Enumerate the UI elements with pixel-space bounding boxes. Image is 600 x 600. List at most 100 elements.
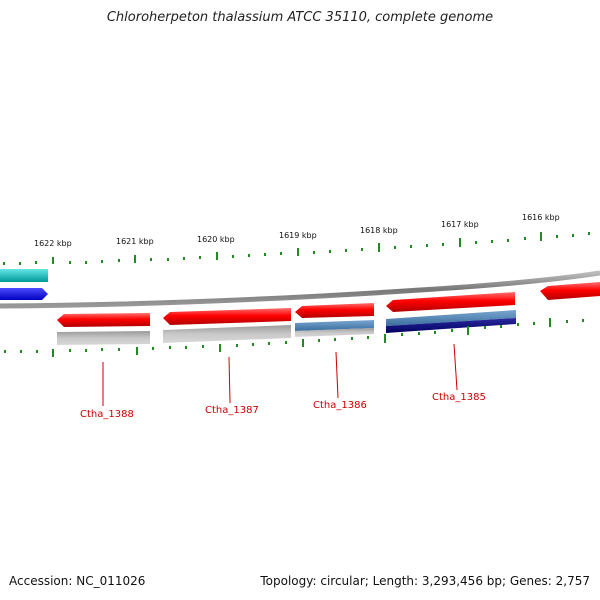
minor-tick [268,342,270,345]
minor-tick [533,322,535,325]
gene-label-ctha-1385[interactable]: Ctha_1385 [432,392,486,403]
major-tick [52,349,54,357]
scale-label-1620: 1620 kbp [197,235,235,244]
scale-label-1616: 1616 kbp [522,213,560,222]
gene-label-ctha-1388[interactable]: Ctha_1388 [80,409,134,420]
major-tick [297,248,299,256]
scale-labels: 1622 kbp 1621 kbp 1620 kbp 1619 kbp 1618… [34,213,560,248]
minor-tick [248,254,250,257]
minor-tick [4,350,6,353]
minor-tick [500,325,502,328]
minor-tick [517,323,519,326]
minor-tick [118,348,120,351]
genome-backbone [0,270,600,309]
major-tick [216,252,218,260]
minor-tick [475,241,477,244]
minor-tick [152,347,154,350]
gene-labels: Ctha_1388 Ctha_1387 Ctha_1386 Ctha_1385 [80,392,486,420]
minor-tick [451,329,453,332]
minor-tick [507,239,509,242]
minor-tick [566,320,568,323]
minor-tick [572,234,574,237]
minor-tick [3,262,5,265]
minor-tick [69,261,71,264]
minor-tick [118,259,120,262]
minor-tick [252,343,254,346]
minor-tick [264,253,266,256]
major-tick [136,347,138,355]
genome-summary: Topology: circular; Length: 3,293,456 bp… [260,574,590,588]
major-tick [384,334,386,343]
product-bar-ctha-1385-top[interactable] [386,310,516,326]
leader-ctha-1387 [228,356,231,404]
minor-tick [491,240,493,243]
gene-label-ctha-1387[interactable]: Ctha_1387 [205,405,259,416]
scale-label-1622: 1622 kbp [34,239,72,248]
minor-tick [20,350,22,353]
cds-arrows [57,292,515,327]
scale-label-1618: 1618 kbp [360,226,398,235]
leader-ctha-1386 [335,351,339,399]
minor-tick [150,258,152,261]
minor-tick [35,261,37,264]
gene-right-partial[interactable] [540,282,600,300]
minor-tick [285,341,287,344]
gene-label-ctha-1386[interactable]: Ctha_1386 [313,400,367,411]
gene-arrow-ctha-1386[interactable] [295,303,374,318]
minor-tick [169,346,171,349]
minor-tick [202,345,204,348]
leader-ctha-1385 [453,343,458,391]
major-tick [540,232,542,241]
minor-tick [524,237,526,240]
cyan-gene[interactable] [0,269,48,282]
minor-tick [484,326,486,329]
minor-tick [582,319,584,322]
major-tick [52,257,54,264]
minor-tick [442,243,444,246]
minor-tick [183,257,185,260]
minor-tick [410,245,412,248]
minor-tick [351,337,353,340]
gene-arrow-ctha-1387[interactable] [163,308,291,325]
minor-tick [313,251,315,254]
minor-tick [69,349,71,352]
minor-tick [418,332,420,335]
forward-partial-genes [0,269,48,300]
upper-scale-ruler [3,232,590,265]
lower-scale-ruler [4,318,584,357]
minor-tick [401,333,403,336]
minor-tick [85,349,87,352]
major-tick [302,339,304,347]
major-tick [467,326,469,335]
page-title: Chloroherpeton thalassium ATCC 35110, co… [106,10,494,25]
minor-tick [426,244,428,247]
gene-label-leaders [102,343,458,406]
product-bar-ctha-1387[interactable] [163,325,291,343]
major-tick [378,243,380,252]
gene-arrow-ctha-1385[interactable] [386,292,515,312]
major-tick [459,238,461,247]
scale-label-1617: 1617 kbp [441,220,479,229]
scale-label-1621: 1621 kbp [116,237,154,246]
product-bar-ctha-1385-bottom[interactable] [386,318,516,333]
product-bar-ctha-1388[interactable] [57,331,150,345]
accession-label: Accession: NC_011026 [9,574,146,588]
gene-product-bars [57,310,516,345]
product-bar-ctha-1386-top[interactable] [295,320,374,331]
minor-tick [167,258,169,261]
minor-tick [367,336,369,339]
gene-arrow-ctha-1388[interactable] [57,313,150,327]
minor-tick [394,246,396,249]
minor-tick [556,235,558,238]
minor-tick [236,344,238,347]
minor-tick [334,338,336,341]
minor-tick [345,249,347,252]
minor-tick [361,248,363,251]
blue-gene[interactable] [0,288,48,300]
product-bar-ctha-1386-bottom[interactable] [295,328,374,337]
minor-tick [232,255,234,258]
minor-tick [280,252,282,255]
minor-tick [185,346,187,349]
